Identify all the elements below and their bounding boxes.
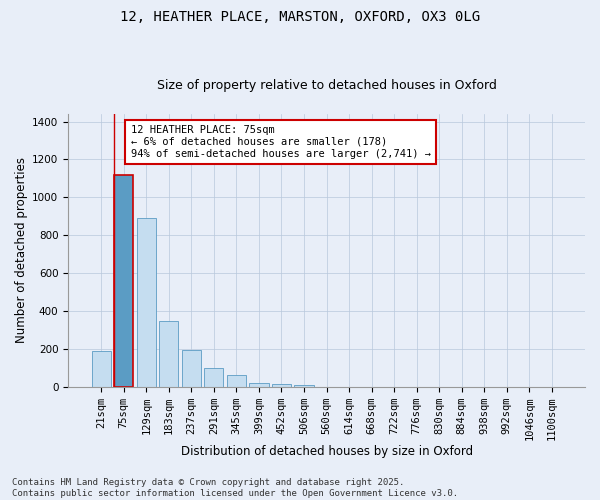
Text: 12 HEATHER PLACE: 75sqm
← 6% of detached houses are smaller (178)
94% of semi-de: 12 HEATHER PLACE: 75sqm ← 6% of detached… bbox=[131, 126, 431, 158]
Y-axis label: Number of detached properties: Number of detached properties bbox=[15, 158, 28, 344]
Bar bbox=[159, 320, 178, 387]
Text: Contains HM Land Registry data © Crown copyright and database right 2025.
Contai: Contains HM Land Registry data © Crown c… bbox=[12, 478, 458, 498]
X-axis label: Distribution of detached houses by size in Oxford: Distribution of detached houses by size … bbox=[181, 444, 473, 458]
Bar bbox=[205, 368, 223, 387]
Text: 12, HEATHER PLACE, MARSTON, OXFORD, OX3 0LG: 12, HEATHER PLACE, MARSTON, OXFORD, OX3 … bbox=[120, 10, 480, 24]
Bar bbox=[272, 384, 291, 387]
Bar bbox=[227, 376, 246, 387]
Bar bbox=[92, 351, 111, 387]
Title: Size of property relative to detached houses in Oxford: Size of property relative to detached ho… bbox=[157, 79, 497, 92]
Bar bbox=[295, 385, 314, 387]
Bar bbox=[137, 218, 156, 387]
Bar bbox=[250, 383, 269, 387]
Bar bbox=[114, 174, 133, 387]
Bar bbox=[182, 350, 201, 387]
